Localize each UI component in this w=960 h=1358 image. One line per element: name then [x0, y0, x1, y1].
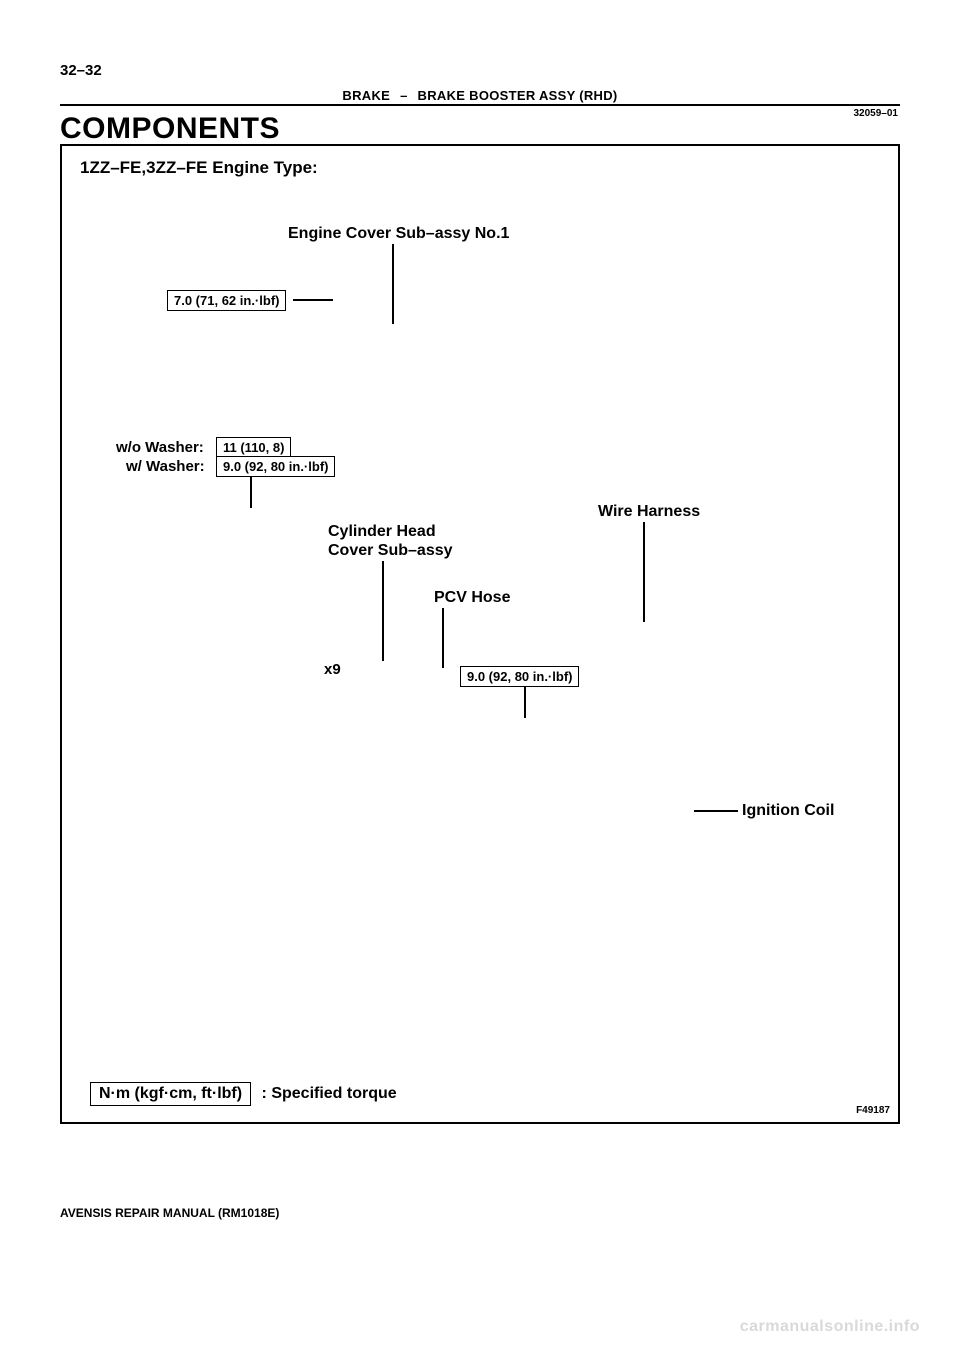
- leader-torque-4: [524, 686, 526, 718]
- legend: N·m (kgf·cm, ft·lbf) : Specified torque: [90, 1082, 397, 1106]
- label-pcv-hose: PCV Hose: [434, 588, 510, 607]
- label-ignition-coil: Ignition Coil: [742, 801, 834, 820]
- label-engine-cover: Engine Cover Sub–assy No.1: [288, 224, 509, 243]
- header-left: BRAKE: [342, 88, 390, 103]
- label-cylinder-head-l2: Cover Sub–assy: [328, 541, 453, 560]
- figure-frame: 1ZZ–FE,3ZZ–FE Engine Type: Engine Cover …: [60, 144, 900, 1124]
- label-x9: x9: [324, 661, 341, 679]
- torque-box-1: 7.0 (71, 62 in.·lbf): [167, 290, 286, 311]
- label-cylinder-head-l1: Cylinder Head: [328, 522, 436, 541]
- legend-unit-box: N·m (kgf·cm, ft·lbf): [90, 1082, 251, 1106]
- torque-box-2: 11 (110, 8): [216, 437, 291, 458]
- torque-box-3: 9.0 (92, 80 in.·lbf): [216, 456, 335, 477]
- leader-engine-cover: [392, 244, 394, 324]
- label-wo-washer: w/o Washer:: [116, 439, 204, 457]
- section-code: 32059–01: [854, 108, 899, 119]
- header-rule: [60, 104, 900, 106]
- watermark: carmanualsonline.info: [740, 1318, 920, 1336]
- leader-pcv-hose: [442, 608, 444, 668]
- label-w-washer: w/ Washer:: [126, 458, 205, 476]
- engine-type-label: 1ZZ–FE,3ZZ–FE Engine Type:: [80, 158, 318, 178]
- page: 32–32 BRAKE – BRAKE BOOSTER ASSY (RHD) 3…: [0, 0, 960, 1358]
- header-right: BRAKE BOOSTER ASSY (RHD): [418, 88, 618, 103]
- leader-torque-1: [293, 299, 333, 301]
- section-title: COMPONENTS: [60, 112, 280, 146]
- header-dash: –: [400, 88, 408, 103]
- torque-box-4: 9.0 (92, 80 in.·lbf): [460, 666, 579, 687]
- page-number: 32–32: [60, 62, 102, 79]
- leader-cylinder-head: [382, 561, 384, 661]
- footer-text: AVENSIS REPAIR MANUAL (RM1018E): [60, 1206, 279, 1220]
- leader-ignition-coil: [694, 810, 738, 812]
- label-wire-harness: Wire Harness: [598, 502, 700, 521]
- leader-torque-3: [250, 476, 252, 508]
- leader-wire-harness: [643, 522, 645, 622]
- page-header: BRAKE – BRAKE BOOSTER ASSY (RHD): [0, 88, 960, 103]
- figure-code: F49187: [856, 1105, 890, 1116]
- legend-text: : Specified torque: [262, 1085, 397, 1102]
